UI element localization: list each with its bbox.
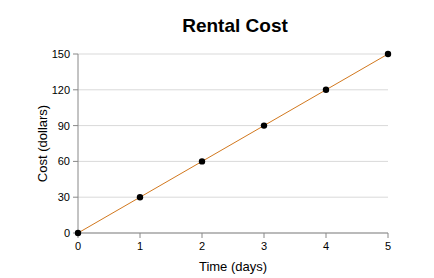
x-axis-label: Time (days) bbox=[199, 259, 267, 274]
data-point bbox=[137, 194, 143, 200]
tick-label: 90 bbox=[58, 120, 70, 132]
tick-label: 3 bbox=[261, 240, 267, 252]
tick-label: 5 bbox=[385, 240, 391, 252]
tick-mark bbox=[140, 233, 141, 238]
chart-svg: Rental Cost 0 30 60 90 120 150 0 1 2 3 4 5 Time (days… bbox=[0, 0, 434, 278]
plot-area bbox=[75, 51, 391, 236]
tick-mark bbox=[264, 233, 265, 238]
tick-mark bbox=[388, 233, 389, 238]
tick-label: 30 bbox=[58, 191, 70, 203]
tick-mark bbox=[73, 89, 78, 90]
tick-label: 150 bbox=[52, 48, 70, 60]
title: Rental Cost bbox=[182, 15, 288, 36]
tick-label: 120 bbox=[52, 84, 70, 96]
tick-mark bbox=[326, 233, 327, 238]
grid-line bbox=[78, 161, 388, 162]
x-axis bbox=[78, 233, 388, 234]
tick-label: 60 bbox=[58, 155, 70, 167]
data-point bbox=[323, 87, 329, 93]
grid-line bbox=[78, 89, 388, 90]
tick-mark bbox=[73, 54, 78, 55]
tick-label: 4 bbox=[323, 240, 329, 252]
tick-mark bbox=[73, 197, 78, 198]
y-axis bbox=[78, 54, 79, 233]
data-line bbox=[78, 54, 388, 233]
chart-container: Rental Cost 0 30 60 90 120 150 0 1 2 3 4 5 Time (days… bbox=[0, 0, 434, 278]
tick-label: 1 bbox=[137, 240, 143, 252]
page: {"chart_data": {"type": "line", "title":… bbox=[0, 0, 434, 278]
tick-label: 0 bbox=[64, 227, 70, 239]
data-point bbox=[261, 122, 267, 128]
tick-label: 2 bbox=[199, 240, 205, 252]
data-point bbox=[75, 230, 81, 236]
data-point bbox=[385, 51, 391, 57]
grid-line bbox=[78, 125, 388, 126]
tick-mark bbox=[73, 161, 78, 162]
grid-line bbox=[78, 233, 388, 234]
tick-label: 0 bbox=[75, 240, 81, 252]
data-point bbox=[199, 158, 205, 164]
grid-line bbox=[78, 54, 388, 55]
tick-mark bbox=[202, 233, 203, 238]
tick-mark bbox=[73, 125, 78, 126]
y-axis-label: Cost (dollars) bbox=[35, 105, 50, 182]
grid-line bbox=[78, 197, 388, 198]
